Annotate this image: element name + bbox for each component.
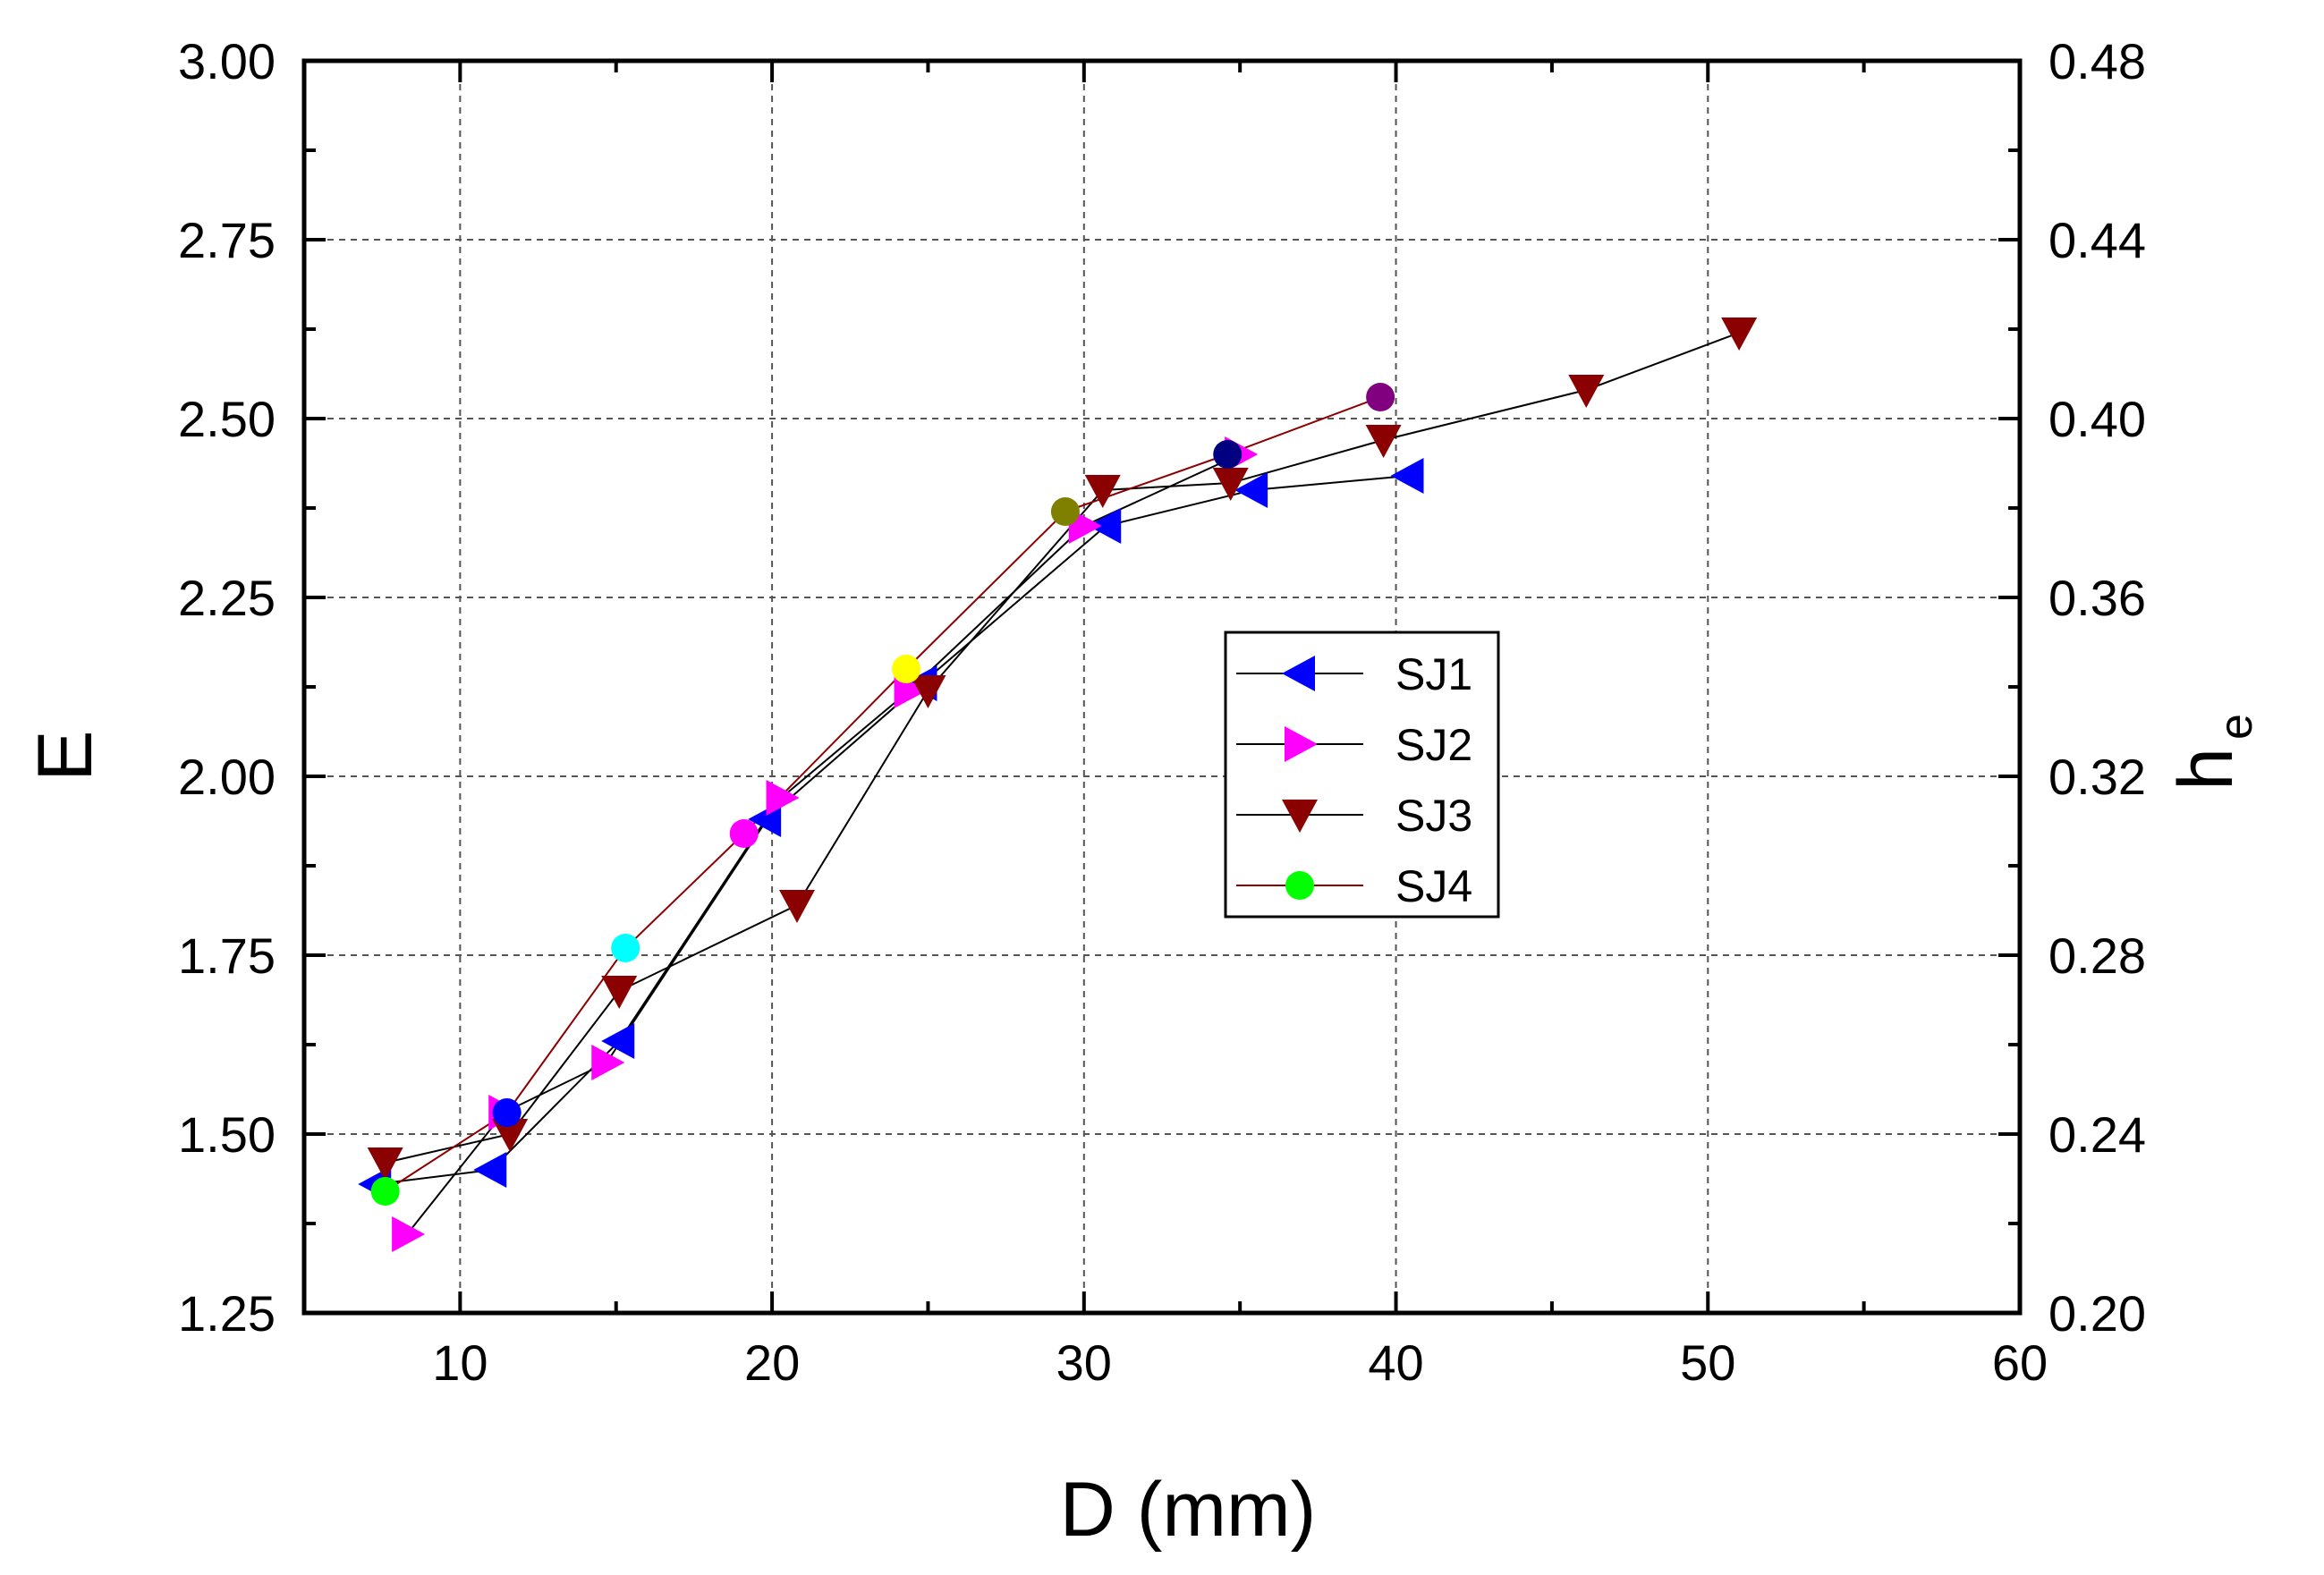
y-tick-label: 2.25 — [178, 570, 276, 626]
y2-axis-title: h e — [2163, 714, 2262, 791]
y2-tick-label: 0.48 — [2048, 33, 2146, 89]
legend-label-sj4: SJ4 — [1395, 861, 1472, 911]
x-tick-label: 10 — [432, 1334, 488, 1391]
y2-tick-label: 0.36 — [2048, 570, 2146, 626]
legend-label-sj2: SJ2 — [1395, 720, 1472, 770]
data-point-sj4 — [892, 655, 921, 683]
y2-tick-label: 0.32 — [2048, 749, 2146, 805]
y-tick-label: 1.50 — [178, 1106, 276, 1163]
data-point-sj1 — [1390, 458, 1424, 494]
y2-axis-title-sub: e — [2210, 714, 2262, 740]
data-point-sj3 — [1568, 375, 1605, 408]
data-point-sj3 — [601, 976, 638, 1009]
data-point-sj3 — [778, 890, 815, 923]
y-tick-label: 2.00 — [178, 749, 276, 805]
y-tick-label: 2.50 — [178, 391, 276, 447]
data-point-sj3 — [492, 1119, 529, 1152]
series-lines — [376, 332, 1740, 1235]
series-line-sj3 — [385, 332, 1740, 1164]
y2-tick-label: 0.40 — [2048, 391, 2146, 447]
data-point-sj1 — [1088, 508, 1122, 544]
data-point-sj4 — [611, 934, 640, 962]
legend: SJ1 SJ2 SJ3 SJ4 — [1224, 631, 1500, 919]
data-point-sj3 — [367, 1147, 403, 1181]
data-point-sj2 — [766, 780, 800, 816]
y-tick-label: 3.00 — [178, 33, 276, 89]
data-point-sj4 — [1366, 383, 1395, 411]
x-tick-label: 40 — [1368, 1334, 1423, 1391]
x-axis-title: D (mm) — [1060, 1467, 1317, 1553]
x-tick-labels: 10 20 30 40 50 60 — [432, 1334, 2048, 1391]
legend-marker-sj3 — [1282, 800, 1318, 833]
y-tick-label: 1.25 — [178, 1285, 276, 1342]
series-markers — [358, 318, 1758, 1252]
y2-tick-label: 0.28 — [2048, 927, 2146, 984]
x-tick-label: 60 — [1992, 1334, 2048, 1391]
legend-marker-sj4 — [1285, 871, 1314, 900]
data-point-sj3 — [1084, 475, 1121, 508]
y-axis-title: E — [22, 730, 108, 781]
axis-ticks — [302, 59, 2022, 1315]
data-point-sj4 — [370, 1177, 400, 1206]
data-point-sj2 — [392, 1216, 426, 1252]
data-point-sj2 — [591, 1045, 625, 1080]
y2-tick-label: 0.44 — [2048, 212, 2146, 268]
legend-label-sj3: SJ3 — [1395, 791, 1472, 841]
data-point-sj4 — [729, 819, 759, 848]
plot-frame — [301, 58, 2023, 1316]
y-tick-label: 2.75 — [178, 212, 276, 268]
legend-label-sj1: SJ1 — [1395, 649, 1472, 699]
data-point-sj1 — [473, 1152, 507, 1188]
legend-box — [1224, 631, 1500, 919]
series-line-sj2 — [406, 453, 1241, 1235]
data-point-sj4 — [1213, 440, 1243, 469]
data-point-sj1 — [601, 1023, 635, 1059]
y-tick-labels: 1.25 1.50 1.75 2.00 2.25 2.50 2.75 3.00 — [178, 33, 276, 1342]
data-point-sj3 — [1365, 425, 1402, 458]
legend-items: SJ1 SJ2 SJ3 SJ4 — [1236, 649, 1472, 911]
grid-lines — [304, 61, 2020, 1313]
data-point-sj3 — [1212, 468, 1249, 501]
y2-axis-title-main: h — [2163, 748, 2249, 791]
legend-marker-sj2 — [1285, 726, 1318, 762]
x-tick-label: 30 — [1056, 1334, 1112, 1391]
series-line-sj1 — [376, 475, 1409, 1185]
data-point-sj4 — [492, 1098, 522, 1127]
data-point-sj3 — [910, 675, 946, 708]
data-point-sj3 — [1721, 318, 1758, 351]
data-point-sj4 — [1050, 497, 1080, 526]
x-tick-label: 50 — [1680, 1334, 1735, 1391]
data-point-sj1 — [1234, 472, 1268, 508]
y2-tick-labels: 0.20 0.24 0.28 0.32 0.36 0.40 0.44 0.48 — [2048, 33, 2146, 1342]
legend-marker-sj1 — [1282, 656, 1315, 691]
y-tick-label: 1.75 — [178, 927, 276, 984]
y2-tick-label: 0.20 — [2048, 1285, 2146, 1342]
series-line-sj4 — [385, 396, 1381, 1192]
x-tick-label: 20 — [744, 1334, 800, 1391]
y2-tick-label: 0.24 — [2048, 1106, 2146, 1163]
